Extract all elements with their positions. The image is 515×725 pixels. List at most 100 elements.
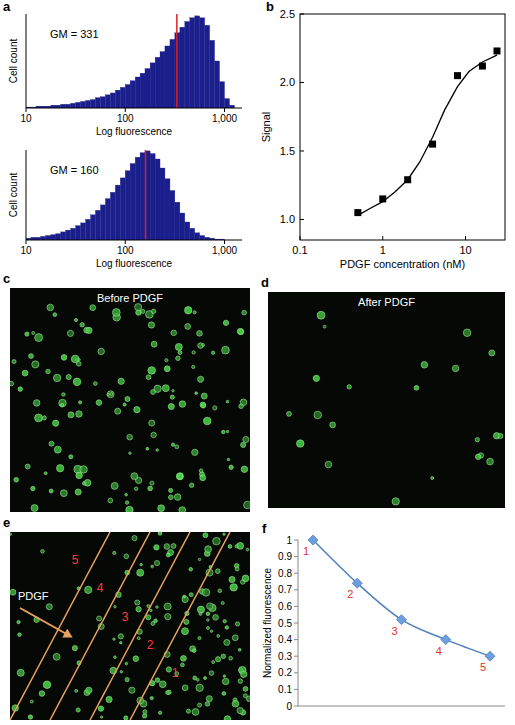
x-tick: [125, 108, 126, 112]
cell: [203, 533, 208, 538]
y-axis: [26, 150, 27, 240]
cell: [68, 412, 74, 418]
cell: [129, 687, 135, 693]
cell: [127, 434, 133, 440]
cell: [475, 454, 480, 459]
cell: [85, 586, 92, 593]
histogram-bar: [71, 103, 76, 108]
cell: [60, 403, 64, 407]
cell: [151, 341, 157, 347]
y-tick: [294, 689, 298, 690]
x-tick-label: 100: [117, 245, 134, 256]
cell: [185, 307, 192, 314]
histogram-bar: [185, 222, 190, 240]
cell: [28, 715, 32, 719]
cell: [195, 392, 198, 395]
histogram-bar: [71, 228, 76, 240]
cell: [323, 325, 326, 328]
cell: [53, 313, 57, 317]
cell: [69, 455, 73, 459]
cell: [76, 708, 80, 712]
cell: [184, 619, 189, 624]
cell: [238, 329, 244, 335]
cell: [174, 494, 181, 501]
figure: GM = 331101001,000Log fluorescenceCell c…: [0, 0, 515, 725]
cell: [225, 626, 229, 630]
histogram-bar: [76, 102, 81, 108]
y-title: Cell count: [8, 173, 19, 218]
cell: [169, 488, 173, 492]
histogram-bar: [135, 157, 140, 240]
cell: [100, 716, 102, 718]
cell: [192, 351, 195, 354]
histogram-bar: [81, 223, 86, 240]
cell: [118, 378, 124, 384]
x-tick: [300, 236, 301, 240]
cell: [12, 359, 16, 363]
cell: [200, 402, 205, 407]
cell: [67, 330, 73, 336]
cell: [86, 327, 92, 333]
cell: [232, 700, 239, 707]
histogram-bar: [180, 27, 185, 108]
cell: [198, 558, 200, 560]
cell: [189, 483, 193, 487]
cell: [108, 498, 113, 503]
cell: [207, 603, 213, 609]
cell: [29, 354, 34, 359]
y-tick: [294, 540, 298, 541]
cell: [14, 477, 19, 482]
cell: [196, 684, 203, 691]
cell: [222, 346, 230, 354]
y-tick-label: 1.0: [280, 213, 295, 225]
cell: [223, 320, 228, 325]
cell: [226, 400, 229, 403]
cell: [107, 391, 114, 398]
region-divider: [90, 532, 190, 720]
cell: [198, 636, 201, 639]
histogram-bar: [160, 168, 165, 240]
cell: [146, 615, 151, 620]
cell: [217, 635, 220, 638]
x-tick-label: 10: [459, 244, 471, 256]
x-tick: [465, 236, 466, 240]
histogram-bar: [190, 18, 195, 108]
y-tick: [294, 672, 298, 673]
cell: [431, 476, 434, 479]
cell: [35, 334, 43, 342]
cell: [39, 691, 45, 697]
cell: [207, 619, 210, 622]
y-tick-label: 0.8: [278, 568, 292, 579]
cell: [226, 430, 228, 432]
series-line: [313, 540, 490, 656]
y-tick-label: 0.5: [278, 618, 292, 629]
cell: [246, 696, 250, 702]
y-tick: [300, 14, 304, 15]
data-point: [441, 635, 451, 645]
cell: [115, 408, 121, 414]
cell: [134, 407, 140, 413]
cell: [170, 395, 174, 399]
y-tick-label: 0: [286, 701, 292, 712]
cell: [215, 657, 220, 662]
cell: [123, 403, 126, 406]
histogram-bar: [220, 82, 225, 108]
cell: [80, 466, 87, 473]
cell: [165, 359, 168, 362]
plot-area: [354, 47, 500, 216]
cell: [44, 472, 47, 475]
gm-label: GM = 331: [50, 28, 99, 40]
cell: [84, 479, 91, 486]
y-tick-label: 2.0: [280, 76, 295, 88]
cell: [176, 356, 181, 361]
y-tick: [294, 589, 298, 590]
cell: [166, 553, 170, 557]
cell: [148, 486, 153, 491]
cell: [98, 348, 104, 354]
histogram-bar: [155, 57, 160, 108]
histogram-bar: [61, 232, 66, 240]
cell: [452, 365, 458, 371]
cell: [79, 401, 82, 404]
cell: [72, 646, 77, 651]
panel-letter: e: [3, 515, 10, 530]
